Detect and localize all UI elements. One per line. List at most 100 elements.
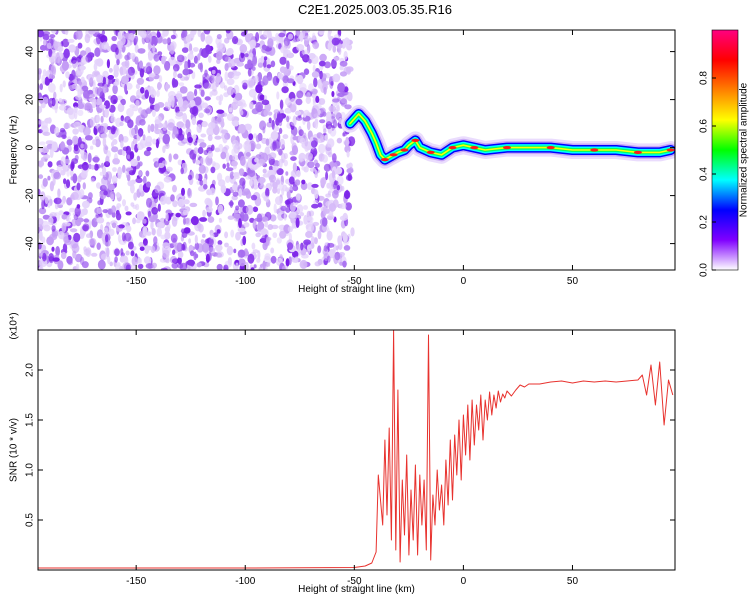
noise-speckle <box>164 226 170 233</box>
noise-speckle <box>228 201 234 207</box>
noise-speckle <box>43 39 47 46</box>
noise-speckle <box>83 248 91 256</box>
noise-speckle <box>135 99 140 107</box>
noise-speckle <box>119 66 127 75</box>
noise-speckle <box>342 233 348 243</box>
noise-speckle <box>223 85 228 91</box>
noise-speckle <box>311 203 319 209</box>
noise-speckle <box>183 199 190 205</box>
noise-speckle <box>187 136 193 143</box>
noise-speckle <box>77 88 82 98</box>
noise-speckle <box>238 124 246 134</box>
heatmap-y-tick-label: 0 <box>25 144 36 150</box>
noise-speckle <box>262 260 266 270</box>
noise-speckle <box>254 157 259 163</box>
noise-speckle <box>185 217 190 225</box>
noise-speckle <box>66 197 73 206</box>
noise-speckle <box>169 45 175 55</box>
noise-speckle <box>134 35 139 43</box>
noise-speckle <box>42 131 51 136</box>
noise-speckle <box>171 262 179 269</box>
noise-speckle <box>249 178 253 187</box>
ridge-hotspot <box>590 148 599 152</box>
noise-speckle <box>38 188 41 196</box>
noise-speckle <box>85 135 93 141</box>
noise-speckle <box>110 113 114 118</box>
noise-speckle <box>331 170 336 179</box>
noise-speckle <box>94 47 101 57</box>
noise-speckle <box>326 255 331 263</box>
noise-speckle <box>46 236 54 246</box>
noise-speckle <box>75 217 84 223</box>
noise-speckle <box>306 216 314 224</box>
noise-speckle <box>170 233 178 243</box>
noise-speckle <box>227 215 234 220</box>
noise-speckle <box>225 167 234 172</box>
noise-speckle <box>173 153 179 160</box>
noise-speckle <box>252 219 257 230</box>
noise-speckle <box>272 187 278 194</box>
noise-speckle <box>42 177 48 187</box>
noise-speckle <box>83 218 90 223</box>
noise-speckle <box>117 167 123 176</box>
noise-speckle <box>150 220 154 230</box>
noise-speckle <box>238 218 242 229</box>
noise-speckle <box>276 237 282 244</box>
noise-speckle <box>306 182 313 191</box>
noise-speckle <box>329 182 333 190</box>
noise-speckle <box>346 168 354 174</box>
noise-speckle <box>299 32 304 42</box>
noise-speckle <box>314 237 318 245</box>
noise-speckle <box>238 52 246 63</box>
noise-speckle <box>328 203 337 212</box>
noise-speckle <box>90 177 95 183</box>
noise-speckle <box>193 147 199 155</box>
noise-speckle <box>322 154 328 163</box>
noise-speckle <box>61 222 67 233</box>
noise-speckle <box>128 127 136 138</box>
heatmap-x-tick-label: -100 <box>235 276 255 287</box>
noise-speckle <box>229 155 236 161</box>
noise-speckle <box>306 223 315 233</box>
noise-speckle <box>102 76 106 85</box>
noise-speckle <box>172 30 177 34</box>
noise-speckle <box>223 264 229 270</box>
noise-speckle <box>259 184 266 189</box>
noise-speckle <box>77 109 84 117</box>
noise-speckle <box>320 177 327 186</box>
noise-speckle <box>292 250 299 258</box>
noise-speckle <box>127 180 134 187</box>
noise-speckle <box>53 197 62 205</box>
noise-speckle <box>208 122 216 130</box>
colorbar-tick-label: 0.4 <box>699 167 710 181</box>
noise-speckle <box>41 147 49 154</box>
noise-speckle <box>38 218 44 226</box>
noise-speckle <box>199 179 204 186</box>
noise-speckle <box>165 258 170 264</box>
noise-speckle <box>48 48 53 58</box>
noise-speckle <box>272 181 278 189</box>
noise-speckle <box>299 83 307 91</box>
noise-speckle <box>226 245 233 256</box>
noise-speckle <box>317 230 322 240</box>
noise-speckle <box>136 211 145 221</box>
noise-speckle <box>227 257 232 266</box>
noise-speckle <box>74 206 81 217</box>
noise-speckle <box>51 246 55 252</box>
noise-speckle <box>112 167 117 172</box>
noise-speckle <box>255 143 262 150</box>
noise-speckle <box>171 100 175 108</box>
noise-speckle <box>130 158 138 167</box>
noise-speckle <box>38 224 43 233</box>
noise-speckle <box>268 174 277 183</box>
noise-speckle <box>226 86 235 96</box>
noise-speckle <box>120 248 124 256</box>
noise-speckle <box>224 132 231 140</box>
noise-speckle <box>238 258 246 267</box>
noise-speckle <box>85 233 92 238</box>
noise-speckle <box>179 86 188 94</box>
noise-speckle <box>82 208 88 216</box>
noise-speckle <box>303 214 308 225</box>
noise-speckle <box>287 33 294 40</box>
noise-speckle <box>148 215 157 223</box>
